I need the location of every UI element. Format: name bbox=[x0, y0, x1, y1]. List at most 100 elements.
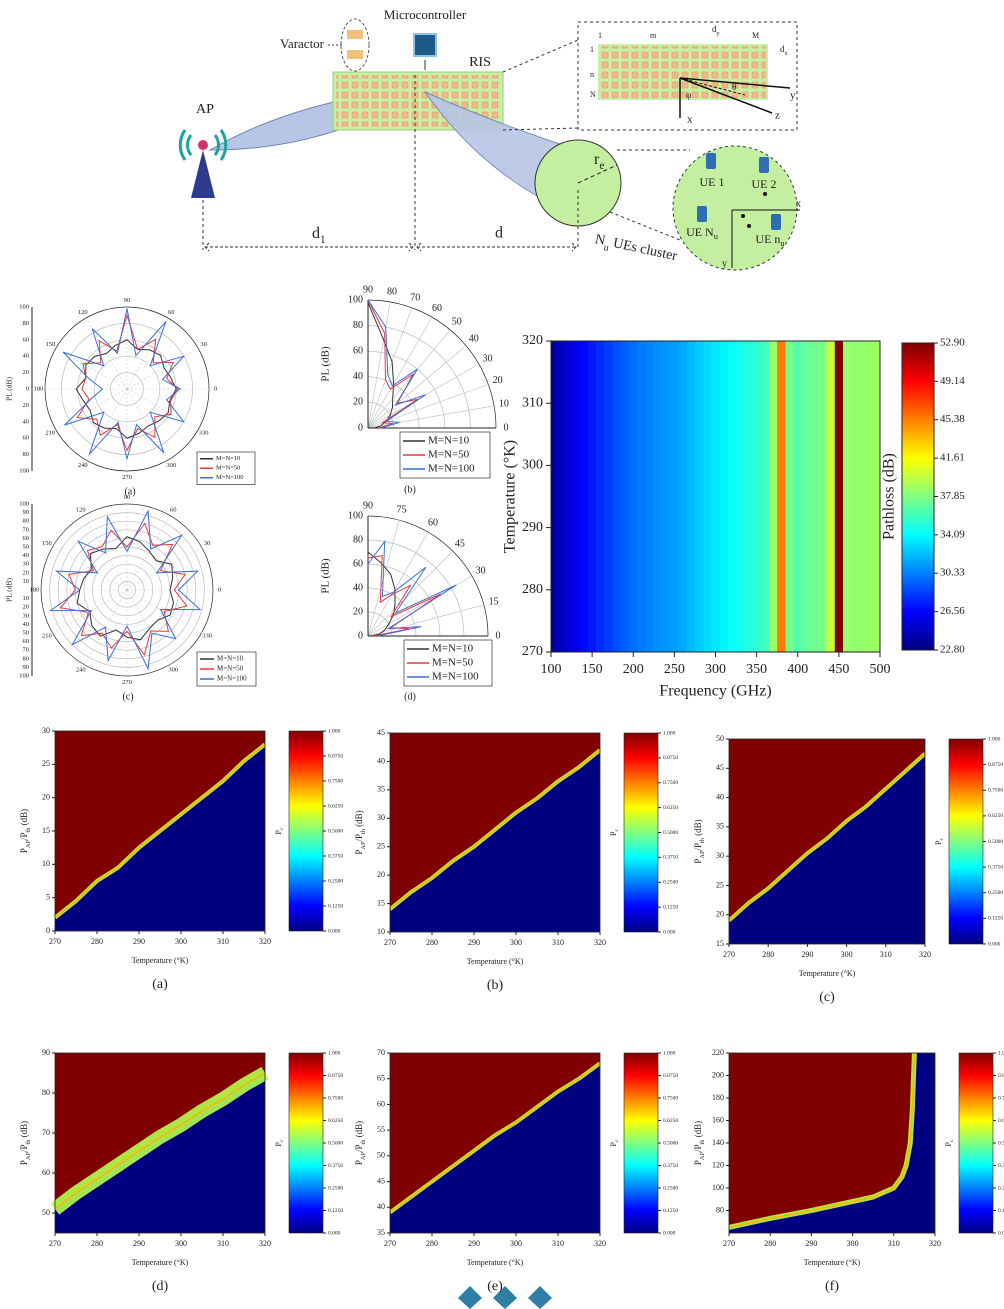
colorbar-tick-label: 0.7500 bbox=[328, 1095, 343, 1101]
theta-tick-label: 30 bbox=[483, 353, 493, 364]
theta-tick-label: 240 bbox=[76, 667, 86, 674]
colorbar-tick-label: 0.2500 bbox=[988, 890, 1003, 896]
caption: (b) bbox=[404, 484, 416, 495]
colorbar-tick-label: 1.000 bbox=[328, 1050, 341, 1056]
text-part: th bbox=[360, 828, 367, 834]
x-tick-label: 320 bbox=[919, 950, 931, 959]
label: m bbox=[650, 31, 657, 40]
contour-line bbox=[54, 743, 266, 919]
ornament bbox=[458, 1286, 482, 1309]
y-tick-label: 15 bbox=[716, 939, 724, 948]
series-line bbox=[49, 509, 202, 671]
label: UE nu bbox=[755, 232, 785, 249]
colorbar-tick-label: 0.8750 bbox=[328, 753, 343, 759]
theta-tick-label: 50 bbox=[452, 317, 462, 328]
theta-tick-label: 270 bbox=[122, 474, 132, 481]
colorbar-tick-label: 0.7500 bbox=[663, 1095, 678, 1101]
colorbar-label: Pc bbox=[609, 829, 620, 836]
legend-label: M=N=100 bbox=[428, 463, 475, 475]
theta-tick-label: 150 bbox=[42, 540, 52, 547]
theta-tick-label: 60 bbox=[428, 518, 438, 529]
text-part: (dB) bbox=[354, 1121, 364, 1140]
grid-spoke bbox=[367, 383, 489, 429]
colorbar-tick-label: 0.000 bbox=[328, 1230, 341, 1236]
x-tick-label: 270 bbox=[49, 1239, 61, 1248]
r-tick-label: 100 bbox=[19, 467, 29, 474]
y-tick-label: 90 bbox=[42, 1048, 50, 1057]
heat-cell bbox=[612, 341, 622, 652]
x-tick-label: 200 bbox=[623, 662, 644, 677]
y-tick-label: 45 bbox=[377, 1176, 385, 1185]
ornament bbox=[528, 1286, 552, 1309]
zoom-line bbox=[609, 211, 681, 241]
colorbar-tick-label: 0.6250 bbox=[988, 813, 1003, 819]
text-part: P bbox=[19, 1160, 29, 1165]
theta-tick-label: 90 bbox=[124, 297, 131, 304]
heat-cell bbox=[736, 341, 745, 652]
ue-icon bbox=[759, 157, 769, 173]
r-tick-label: 40 bbox=[23, 418, 30, 425]
series-line bbox=[367, 299, 426, 429]
r-tick-label: 10 bbox=[23, 595, 30, 602]
grid-spoke bbox=[52, 546, 128, 591]
label: d1 bbox=[312, 225, 326, 246]
y-tick-label: 100 bbox=[712, 1183, 724, 1192]
x-tick-label: 300 bbox=[841, 950, 853, 959]
x-tick-label: 100 bbox=[541, 662, 562, 677]
y-tick-label: 120 bbox=[712, 1160, 724, 1169]
legend-label: M=N=100 bbox=[216, 474, 244, 481]
x-tick-label: 310 bbox=[880, 950, 892, 959]
colorbar-tick-label: 0.6250 bbox=[663, 1118, 678, 1124]
heat-cell bbox=[670, 341, 679, 652]
ue-dot bbox=[763, 192, 767, 196]
ornament bbox=[493, 1286, 517, 1309]
r-tick-label: 0 bbox=[358, 630, 363, 641]
colorbar-tick-label: 41.61 bbox=[940, 452, 965, 464]
r-tick-label: 80 bbox=[353, 534, 363, 545]
grid-spoke bbox=[367, 307, 413, 429]
colorbar-tick-label: 0.2500 bbox=[663, 880, 678, 886]
colorbar-tick-label: 0.7500 bbox=[663, 780, 678, 786]
plot-frame bbox=[54, 1052, 266, 1234]
x-tick-label: 300 bbox=[510, 1239, 522, 1248]
caption: (d) bbox=[404, 691, 416, 702]
text-part: /P bbox=[693, 843, 703, 851]
label: UE 2 bbox=[752, 177, 777, 191]
text-part: P bbox=[274, 1141, 283, 1146]
x-tick-label: 300 bbox=[510, 938, 522, 947]
colorbar-tick-label: 1.000 bbox=[328, 728, 341, 734]
theta-tick-label: 80 bbox=[387, 286, 397, 297]
text-part: u bbox=[714, 232, 719, 241]
colorbar-tick-label: 22.80 bbox=[940, 644, 965, 656]
y-tick-label: 300 bbox=[522, 458, 543, 473]
colorbar-label: Pc bbox=[934, 838, 945, 845]
y-tick-label: 140 bbox=[712, 1138, 724, 1147]
heat-cell bbox=[801, 341, 811, 652]
x-tick-label: 310 bbox=[552, 1239, 564, 1248]
zoom-line bbox=[502, 39, 579, 73]
x-axis-label: Temperature (°K) bbox=[132, 956, 189, 965]
y-tick-label: 60 bbox=[377, 1099, 385, 1108]
series-line bbox=[59, 522, 188, 656]
ap-waves bbox=[178, 129, 228, 161]
heat-cell bbox=[842, 341, 852, 652]
colorbar bbox=[948, 738, 984, 945]
text-part: /P bbox=[693, 1145, 703, 1153]
ue-dot bbox=[747, 224, 751, 228]
x-tick-label: 270 bbox=[384, 1239, 396, 1248]
colorbar-tick-label: 0.5000 bbox=[998, 1140, 1004, 1146]
label: UE Nu bbox=[686, 225, 719, 242]
high-region bbox=[55, 731, 265, 918]
y-tick-label: 40 bbox=[377, 756, 385, 765]
legend-label: M=N=50 bbox=[216, 465, 240, 472]
text-part: P bbox=[934, 840, 943, 845]
caption: (a) bbox=[152, 977, 168, 992]
x-tick-label: 290 bbox=[468, 1239, 480, 1248]
x-axis-label: Frequency (GHz) bbox=[659, 683, 771, 700]
colorbar-tick-label: 0.3750 bbox=[988, 864, 1003, 870]
x-tick-label: 450 bbox=[828, 662, 849, 677]
label: z bbox=[775, 110, 780, 122]
varactor-part bbox=[347, 50, 363, 59]
heat-cell bbox=[596, 341, 605, 652]
x-tick-label: 320 bbox=[929, 1239, 941, 1248]
